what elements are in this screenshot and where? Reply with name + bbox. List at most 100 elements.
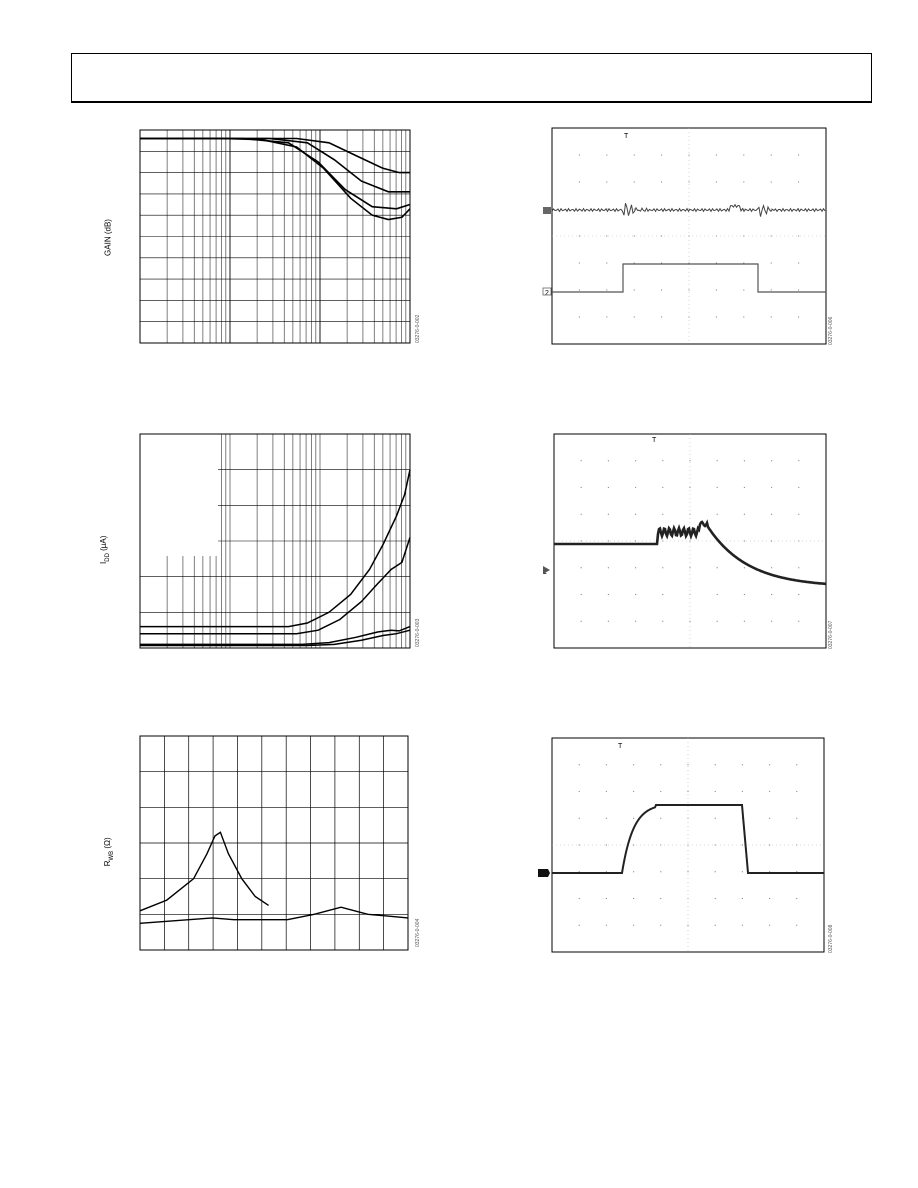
grid-dot: [743, 567, 745, 569]
scope3-trigger-marker: T: [618, 743, 623, 750]
grid-dot: [662, 620, 664, 622]
grid-dot: [580, 620, 582, 622]
series-line-3: [140, 137, 410, 193]
grid-dot: [798, 316, 800, 318]
scope1-ch2-tag: [542, 287, 552, 296]
grid-dot: [771, 486, 773, 489]
grid-dot: [633, 154, 635, 156]
grid-dot: [743, 593, 745, 596]
grid-dot: [633, 897, 635, 900]
grid-dot: [798, 289, 800, 291]
grid-dot: [606, 316, 608, 318]
grid-dot: [798, 460, 800, 462]
grid-dot: [770, 154, 772, 156]
grid-dot: [660, 817, 662, 819]
grid-dot: [770, 208, 772, 210]
grid-dot: [796, 764, 798, 766]
grid-dot: [741, 924, 743, 926]
grid-dot: [716, 620, 718, 622]
grid-dot: [714, 764, 716, 766]
series-line-4: [140, 137, 410, 174]
grid-dot: [798, 235, 800, 237]
grid-dot: [714, 924, 716, 926]
grid-dot: [715, 262, 717, 264]
grid-dot: [743, 208, 745, 210]
grid-dot: [580, 460, 582, 462]
grid-dot: [688, 289, 690, 291]
grid-dot: [661, 289, 663, 291]
grid-dot: [771, 593, 773, 596]
grid-dot: [798, 567, 800, 569]
grid-dot: [771, 513, 773, 515]
scope2-chart: T 1: [543, 433, 827, 649]
grid-dot: [662, 486, 664, 489]
grid-dot: [715, 154, 717, 156]
scope3-ch1-tag: [538, 869, 550, 877]
series-line-2: [139, 906, 409, 924]
gain-chart: [139, 129, 411, 344]
grid-dot: [687, 871, 689, 873]
grid-dot: [607, 486, 609, 489]
grid-dot: [580, 540, 582, 542]
grid-dot: [743, 460, 745, 462]
scope2-trigger-marker: T: [652, 437, 657, 444]
grid-dot: [635, 513, 637, 515]
grid-dot: [770, 181, 772, 183]
rwb-ylabel-main: R: [103, 860, 113, 867]
grid-dot: [633, 262, 635, 264]
grid-dot: [635, 486, 637, 489]
grid-dot: [605, 844, 607, 846]
grid-dot: [660, 764, 662, 766]
scope1-figure: T 1 2 03276-0-006: [540, 126, 840, 350]
grid-dot: [606, 262, 608, 264]
grid-dot: [796, 817, 798, 819]
scope1-trace-ch1: [551, 203, 826, 217]
grid-dot: [771, 567, 773, 569]
grid-dot: [661, 235, 663, 237]
grid-dot: [607, 513, 609, 515]
scope1-figure-code: 03276-0-006: [828, 316, 834, 345]
scope1-chart: T 1 2: [542, 127, 827, 345]
grid-dot: [716, 593, 718, 596]
grid-dot: [770, 235, 772, 237]
grid-dot: [633, 181, 635, 183]
grid-dot: [662, 513, 664, 515]
grid-dot: [741, 790, 743, 793]
grid-dot: [771, 620, 773, 622]
grid-dot: [662, 593, 664, 596]
grid-dot: [661, 262, 663, 264]
rwb-ylabel-sub: WB: [108, 850, 115, 861]
grid-dot: [606, 235, 608, 237]
rwb-ylabel: RWB (Ω): [103, 827, 115, 877]
rwb-figure-code: 03276-0-004: [415, 918, 421, 947]
grid-dot: [635, 460, 637, 462]
grid-dot: [633, 924, 635, 926]
idd-ylabel-sub: DD: [104, 553, 111, 562]
grid-dot: [796, 897, 798, 900]
grid-dot: [662, 460, 664, 462]
grid-dot: [633, 790, 635, 793]
grid-dot: [771, 540, 773, 542]
grid-dot: [578, 790, 580, 793]
grid-dot: [743, 262, 745, 264]
grid-dot: [798, 486, 800, 489]
grid-dot: [633, 817, 635, 819]
grid-dot: [769, 897, 771, 900]
grid-dot: [633, 208, 635, 210]
grid-dot: [741, 764, 743, 766]
grid-dot: [687, 764, 689, 766]
grid-dot: [687, 790, 689, 793]
idd-ylabel: IDD (µA): [99, 525, 111, 575]
grid-dot: [606, 289, 608, 291]
grid-dot: [578, 181, 580, 183]
grid-dot: [635, 593, 637, 596]
grid-dot: [607, 540, 609, 542]
gain-figure: GAIN (dB) 03276-0-002: [100, 128, 430, 348]
idd-figure: IDD (µA) 03276-0-003: [99, 432, 430, 654]
grid-dot: [605, 924, 607, 926]
scope3-figure: T 03276-0-008: [536, 736, 836, 958]
grid-dot: [796, 924, 798, 926]
grid-dot: [687, 924, 689, 926]
gain-figure-code: 03276-0-002: [415, 314, 421, 343]
grid-dot: [635, 567, 637, 569]
